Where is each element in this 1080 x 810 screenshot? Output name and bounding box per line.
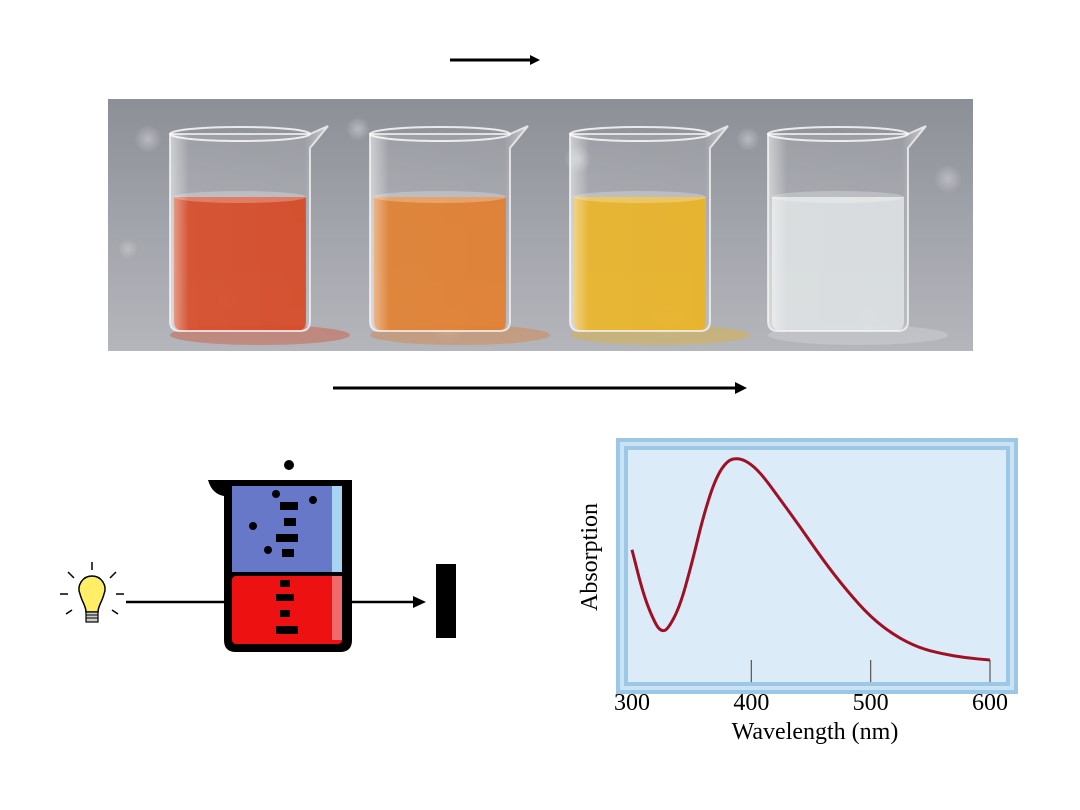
photo-beaker xyxy=(767,125,948,345)
x-tick-label: 300 xyxy=(614,690,650,716)
middle-arrow xyxy=(333,382,747,394)
absorption-curve xyxy=(630,457,991,662)
light-beam-arrowhead xyxy=(413,596,426,608)
beaker-icon xyxy=(208,460,352,652)
top-arrow xyxy=(450,55,540,65)
x-tick-label: 400 xyxy=(733,690,769,716)
y-axis-label: Absorption xyxy=(577,503,603,611)
photo-beaker xyxy=(169,125,350,345)
photo-beaker xyxy=(569,125,750,345)
x-tick-label: 600 xyxy=(972,690,1008,716)
absorption-setup-diagram xyxy=(60,460,456,652)
x-tick-label: 500 xyxy=(853,690,889,716)
detector-icon xyxy=(436,564,456,638)
photo-beaker xyxy=(369,125,550,345)
light-bulb-icon xyxy=(60,562,124,623)
plot-area xyxy=(628,450,1006,682)
beakers-photo xyxy=(108,99,973,351)
x-axis-label: Wavelength (nm) xyxy=(732,719,899,745)
absorption-spectrum-chart: 300 400 500 600 Wavelength (nm) Absorption xyxy=(577,438,1018,745)
